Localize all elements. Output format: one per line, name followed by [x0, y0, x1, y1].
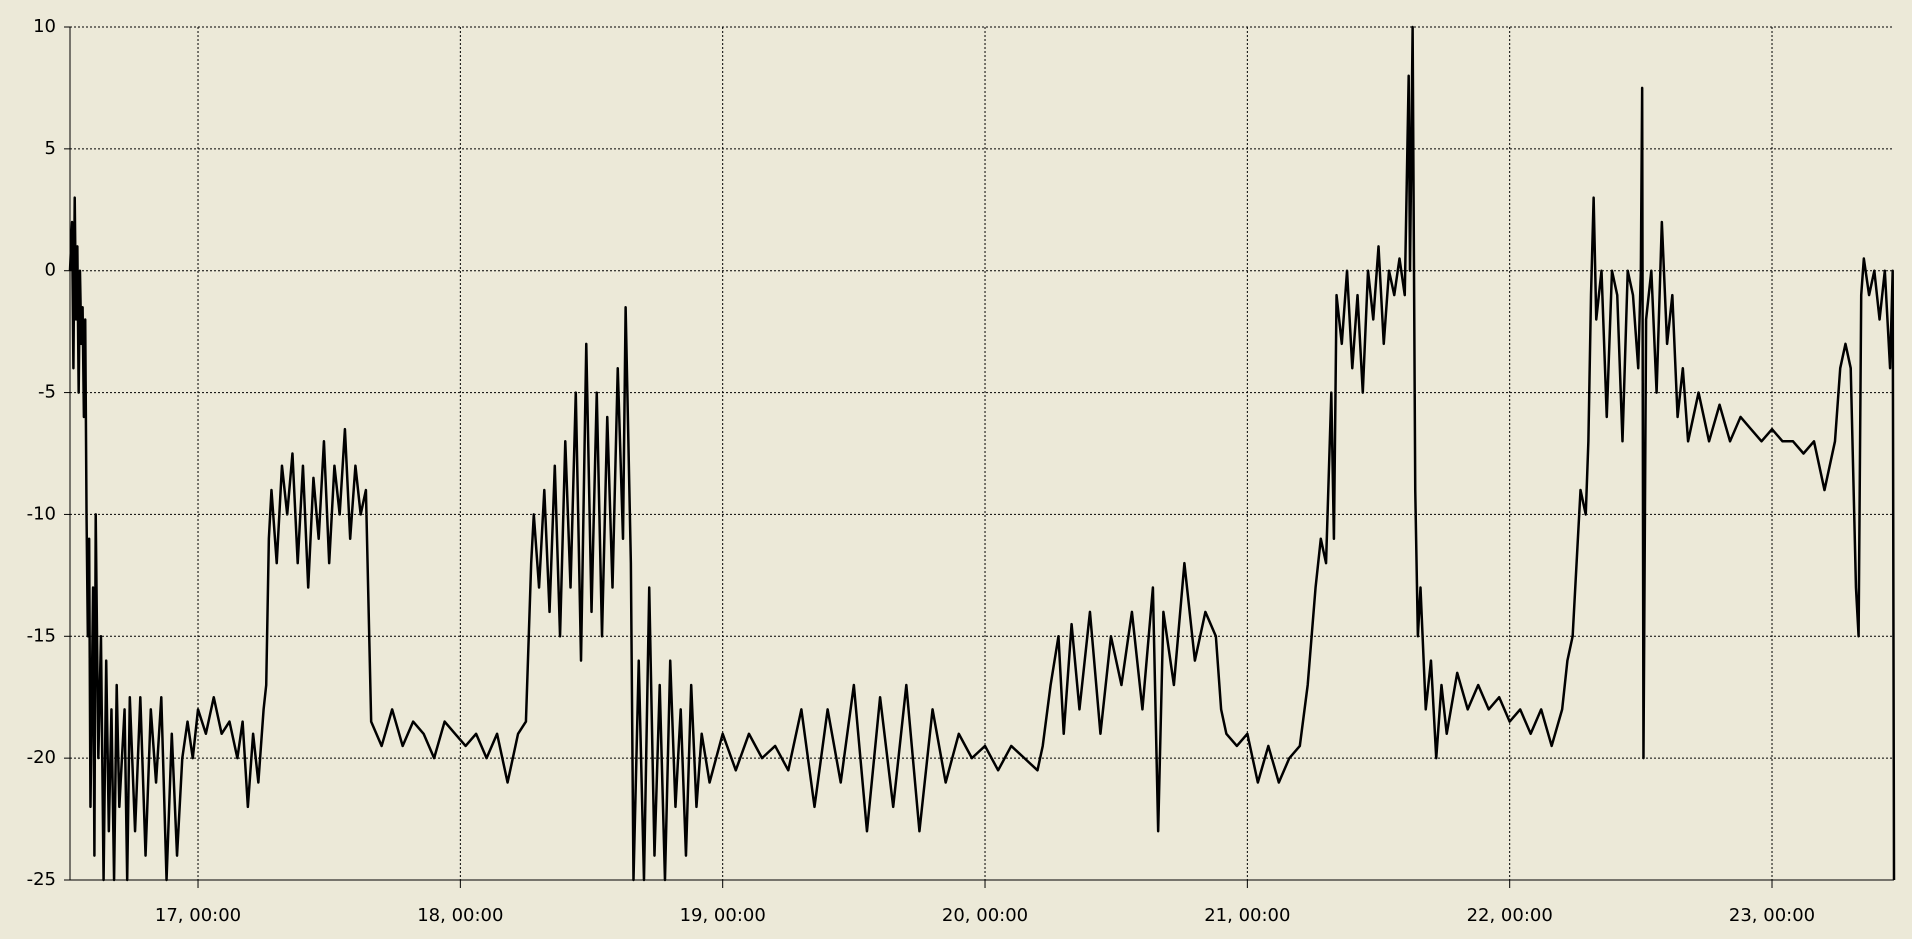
- y-tick-label: -10: [27, 503, 56, 524]
- x-tick-label: 22, 00:00: [1467, 905, 1553, 926]
- x-tick-label: 19, 00:00: [680, 905, 766, 926]
- x-tick-label: 18, 00:00: [417, 905, 503, 926]
- y-tick-label: -20: [27, 747, 56, 768]
- y-tick-label: 0: [45, 260, 56, 281]
- y-tick-label: -25: [27, 869, 56, 890]
- y-tick-label: 10: [33, 16, 56, 37]
- data-line: [68, 25, 1896, 882]
- x-tick-label: 23, 00:00: [1729, 905, 1815, 926]
- x-tick-label: 17, 00:00: [155, 905, 241, 926]
- y-tick-label: 5: [45, 138, 56, 159]
- y-tick-label: -15: [27, 625, 56, 646]
- x-tick-label: 21, 00:00: [1204, 905, 1290, 926]
- x-tick-label: 20, 00:00: [942, 905, 1028, 926]
- y-tick-label: -5: [38, 382, 56, 403]
